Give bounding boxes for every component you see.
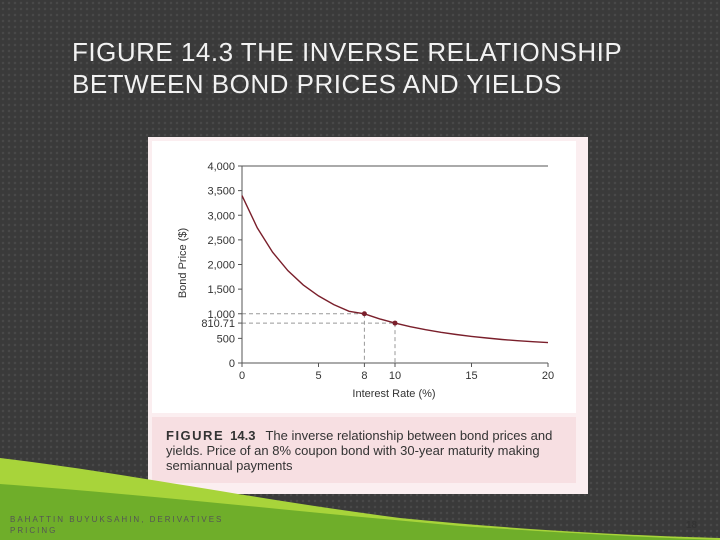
figure-caption: FIGURE 14.3 The inverse relationship betwe…	[166, 428, 566, 473]
x-axis-label: Interest Rate (%)	[352, 388, 435, 400]
y-tick-label: 1,500	[207, 284, 235, 296]
x-tick-label: 0	[239, 370, 245, 382]
y-tick-label: 4,000	[207, 161, 235, 173]
y-tick-label: 1,000	[207, 309, 235, 321]
slide-title-line-2: BETWEEN BOND PRICES AND YIELDS	[72, 69, 562, 99]
x-tick-label: 8	[361, 370, 367, 382]
bond-price-curve	[241, 195, 549, 344]
bond-price-chart: 0 5 8 10 15 20 0 500 810.711,000 1,500 2,000 2,500 3…	[177, 161, 554, 400]
x-tick-label: 10	[389, 370, 401, 382]
x-tick-label: 15	[465, 370, 477, 382]
highlighted-point	[392, 320, 398, 326]
y-tick-label: 2,500	[207, 235, 235, 247]
y-tick-label: 810.71	[201, 318, 235, 330]
y-tick-label: 2,000	[207, 260, 235, 272]
y-axis-label: Bond Price ($)	[177, 228, 189, 298]
y-tick-label: 3,000	[207, 210, 235, 222]
caption-figure-number: 14.3	[230, 428, 256, 443]
slide-title: FIGURE 14.3 THE INVERSE RELATIONSHIP BET…	[72, 36, 672, 100]
figure-card: 0 5 8 10 15 20 0 500 810.71 1,000 1,500 2,000 2,500 3…	[148, 137, 588, 494]
x-tick-label: 5	[315, 370, 321, 382]
x-tick-label: 20	[542, 370, 554, 382]
y-tick-label: 0	[229, 358, 235, 370]
slide-title-line-1: FIGURE 14.3 THE INVERSE RELATIONSHIP	[72, 37, 623, 67]
figure-caption-box: FIGURE 14.3 The inverse relationship betwe…	[152, 417, 576, 483]
highlighted-point	[361, 311, 367, 317]
chart-panel: 0 5 8 10 15 20 0 500 810.71 1,000 1,500 2,000 2,500 3…	[152, 141, 576, 413]
page-number: 18	[686, 520, 698, 531]
y-tick-label: 3,500	[207, 186, 235, 198]
y-tick-label: 500	[217, 333, 235, 345]
footer-author: BAHATTIN BUYUKSAHIN, DERIVATIVES PRICING	[10, 515, 224, 535]
caption-figure-label: FIGURE	[166, 428, 225, 443]
